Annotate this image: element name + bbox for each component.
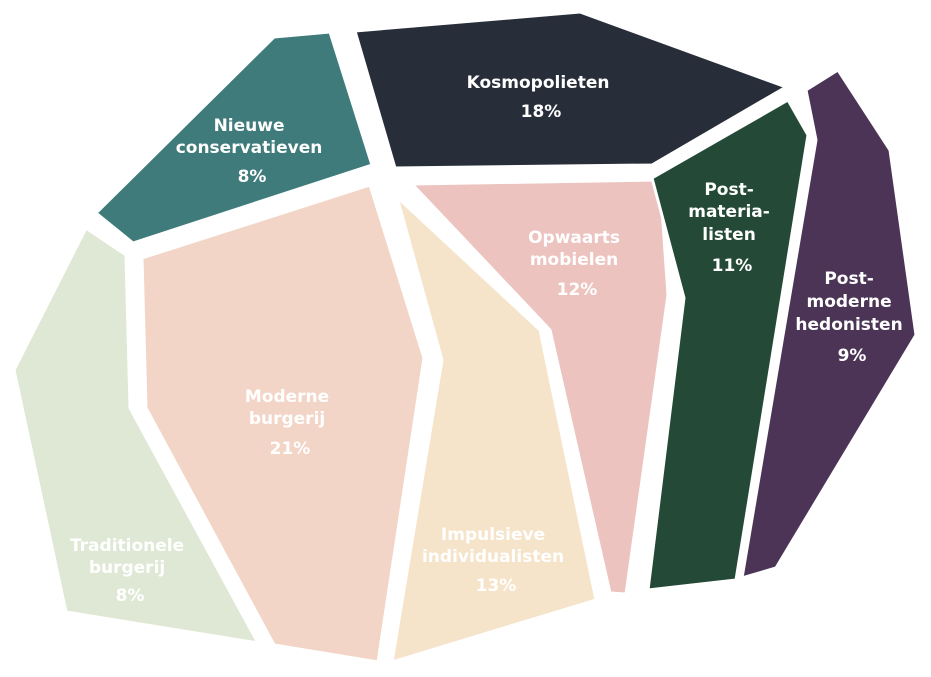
- segment-post-moderne-hedonisten-label: Post- moderne hedonisten 9%: [795, 269, 908, 366]
- segment-moderne-burgerij: Moderne burgerij 21%: [140, 183, 426, 664]
- segment-impulsieve-individualisten-label: Impulsieve individualisten 13%: [422, 525, 570, 596]
- segment-post-moderne-hedonisten: Post- moderne hedonisten 9%: [740, 68, 918, 580]
- segment-nieuwe-conservatieven-shape: [94, 30, 374, 245]
- segment-kosmopolieten-shape: [353, 10, 788, 170]
- segment-impulsieve-individualisten: Impulsieve individualisten 13%: [390, 195, 598, 664]
- segment-nieuwe-conservatieven-label: Nieuwe conservatieven 8%: [176, 116, 329, 187]
- segment-nieuwe-conservatieven: Nieuwe conservatieven 8%: [94, 30, 374, 245]
- segment-kosmopolieten: Kosmopolieten 18%: [353, 10, 788, 170]
- segment-traditionele-burgerij-shape: [12, 226, 260, 645]
- segment-post-materialisten-label: Post- materia- listen 11%: [688, 180, 776, 276]
- segment-impulsieve-individualisten-shape: [390, 195, 598, 664]
- segment-opwaarts-mobielen-label: Opwaarts mobielen 12%: [528, 228, 626, 300]
- segment-opwaarts-mobielen: Opwaarts mobielen 12%: [410, 178, 670, 596]
- segment-traditionele-burgerij-label: Traditionele burgerij 8%: [70, 536, 190, 606]
- segment-kosmopolieten-label: Kosmopolieten 18%: [467, 73, 616, 122]
- segment-moderne-burgerij-label: Moderne burgerij 21%: [245, 387, 335, 459]
- segment-post-materialisten-shape: [646, 98, 810, 592]
- segment-moderne-burgerij-shape: [140, 183, 426, 664]
- segment-traditionele-burgerij: Traditionele burgerij 8%: [12, 226, 260, 645]
- segment-post-materialisten: Post- materia- listen 11%: [646, 98, 810, 592]
- segment-post-moderne-hedonisten-shape: [740, 68, 918, 580]
